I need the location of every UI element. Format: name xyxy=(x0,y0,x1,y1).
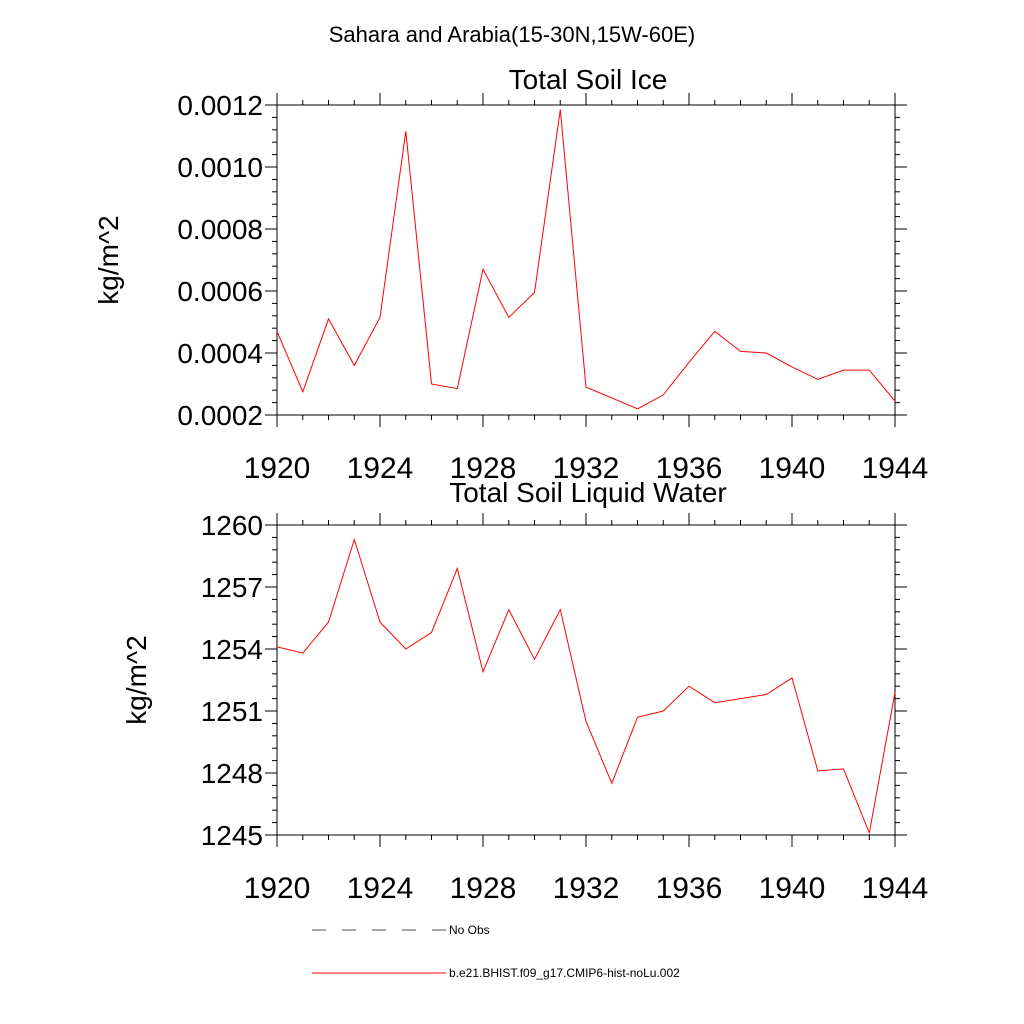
x-tick-label: 1924 xyxy=(347,452,414,485)
x-tick-label: 1928 xyxy=(450,452,517,485)
series-line xyxy=(276,537,896,835)
y-tick-label: 0.0012 xyxy=(177,90,263,121)
plot-frame xyxy=(276,104,896,416)
x-tick-label: 1920 xyxy=(244,872,311,905)
y-tick-label: 0.0008 xyxy=(177,214,263,245)
y-tick-label: 1245 xyxy=(201,820,263,851)
y-tick-label: 1248 xyxy=(201,758,263,789)
panel-total-soil-liquid-water: Total Soil Liquid Water kg/m^2 1920 1924 1… xyxy=(121,477,928,905)
y-tick-label: 0.0010 xyxy=(177,152,263,183)
x-tick-label: 1944 xyxy=(862,872,929,905)
y-tick-label: 0.0004 xyxy=(177,338,263,369)
figure-suptitle: Sahara and Arabia(15-30N,15W-60E) xyxy=(329,22,695,47)
plot-frame xyxy=(276,524,896,836)
x-tick-label: 1936 xyxy=(656,872,723,905)
x-tick-label: 1944 xyxy=(862,452,929,485)
legend-label-model: b.e21.BHIST.f09_g17.CMIP6-hist-noLu.002 xyxy=(449,966,680,980)
y-tick-label: 1254 xyxy=(201,634,263,665)
panel-title: Total Soil Ice xyxy=(509,64,668,95)
legend: No Obs b.e21.BHIST.f09_g17.CMIP6-hist-no… xyxy=(312,923,680,980)
x-tick-label: 1928 xyxy=(450,872,517,905)
series-line xyxy=(276,109,896,410)
x-tick-label: 1920 xyxy=(244,452,311,485)
y-tick-label: 1251 xyxy=(201,696,263,727)
x-tick-label: 1940 xyxy=(759,452,826,485)
panel-title: Total Soil Liquid Water xyxy=(449,477,727,508)
panel-total-soil-ice: Total Soil Ice kg/m^2 1920 1924 1928 1932 19… xyxy=(93,64,928,485)
y-tick-label: 1260 xyxy=(201,510,263,541)
x-tick-label: 1924 xyxy=(347,872,414,905)
x-tick-label: 1932 xyxy=(553,872,620,905)
x-tick-label: 1936 xyxy=(656,452,723,485)
x-tick-label: 1932 xyxy=(553,452,620,485)
y-tick-label: 1257 xyxy=(201,572,263,603)
legend-label-no-obs: No Obs xyxy=(449,923,490,937)
y-tick-label: 0.0002 xyxy=(177,400,263,431)
y-axis-label: kg/m^2 xyxy=(121,635,152,724)
y-axis-label: kg/m^2 xyxy=(93,215,124,304)
y-tick-label: 0.0006 xyxy=(177,276,263,307)
x-tick-label: 1940 xyxy=(759,872,826,905)
